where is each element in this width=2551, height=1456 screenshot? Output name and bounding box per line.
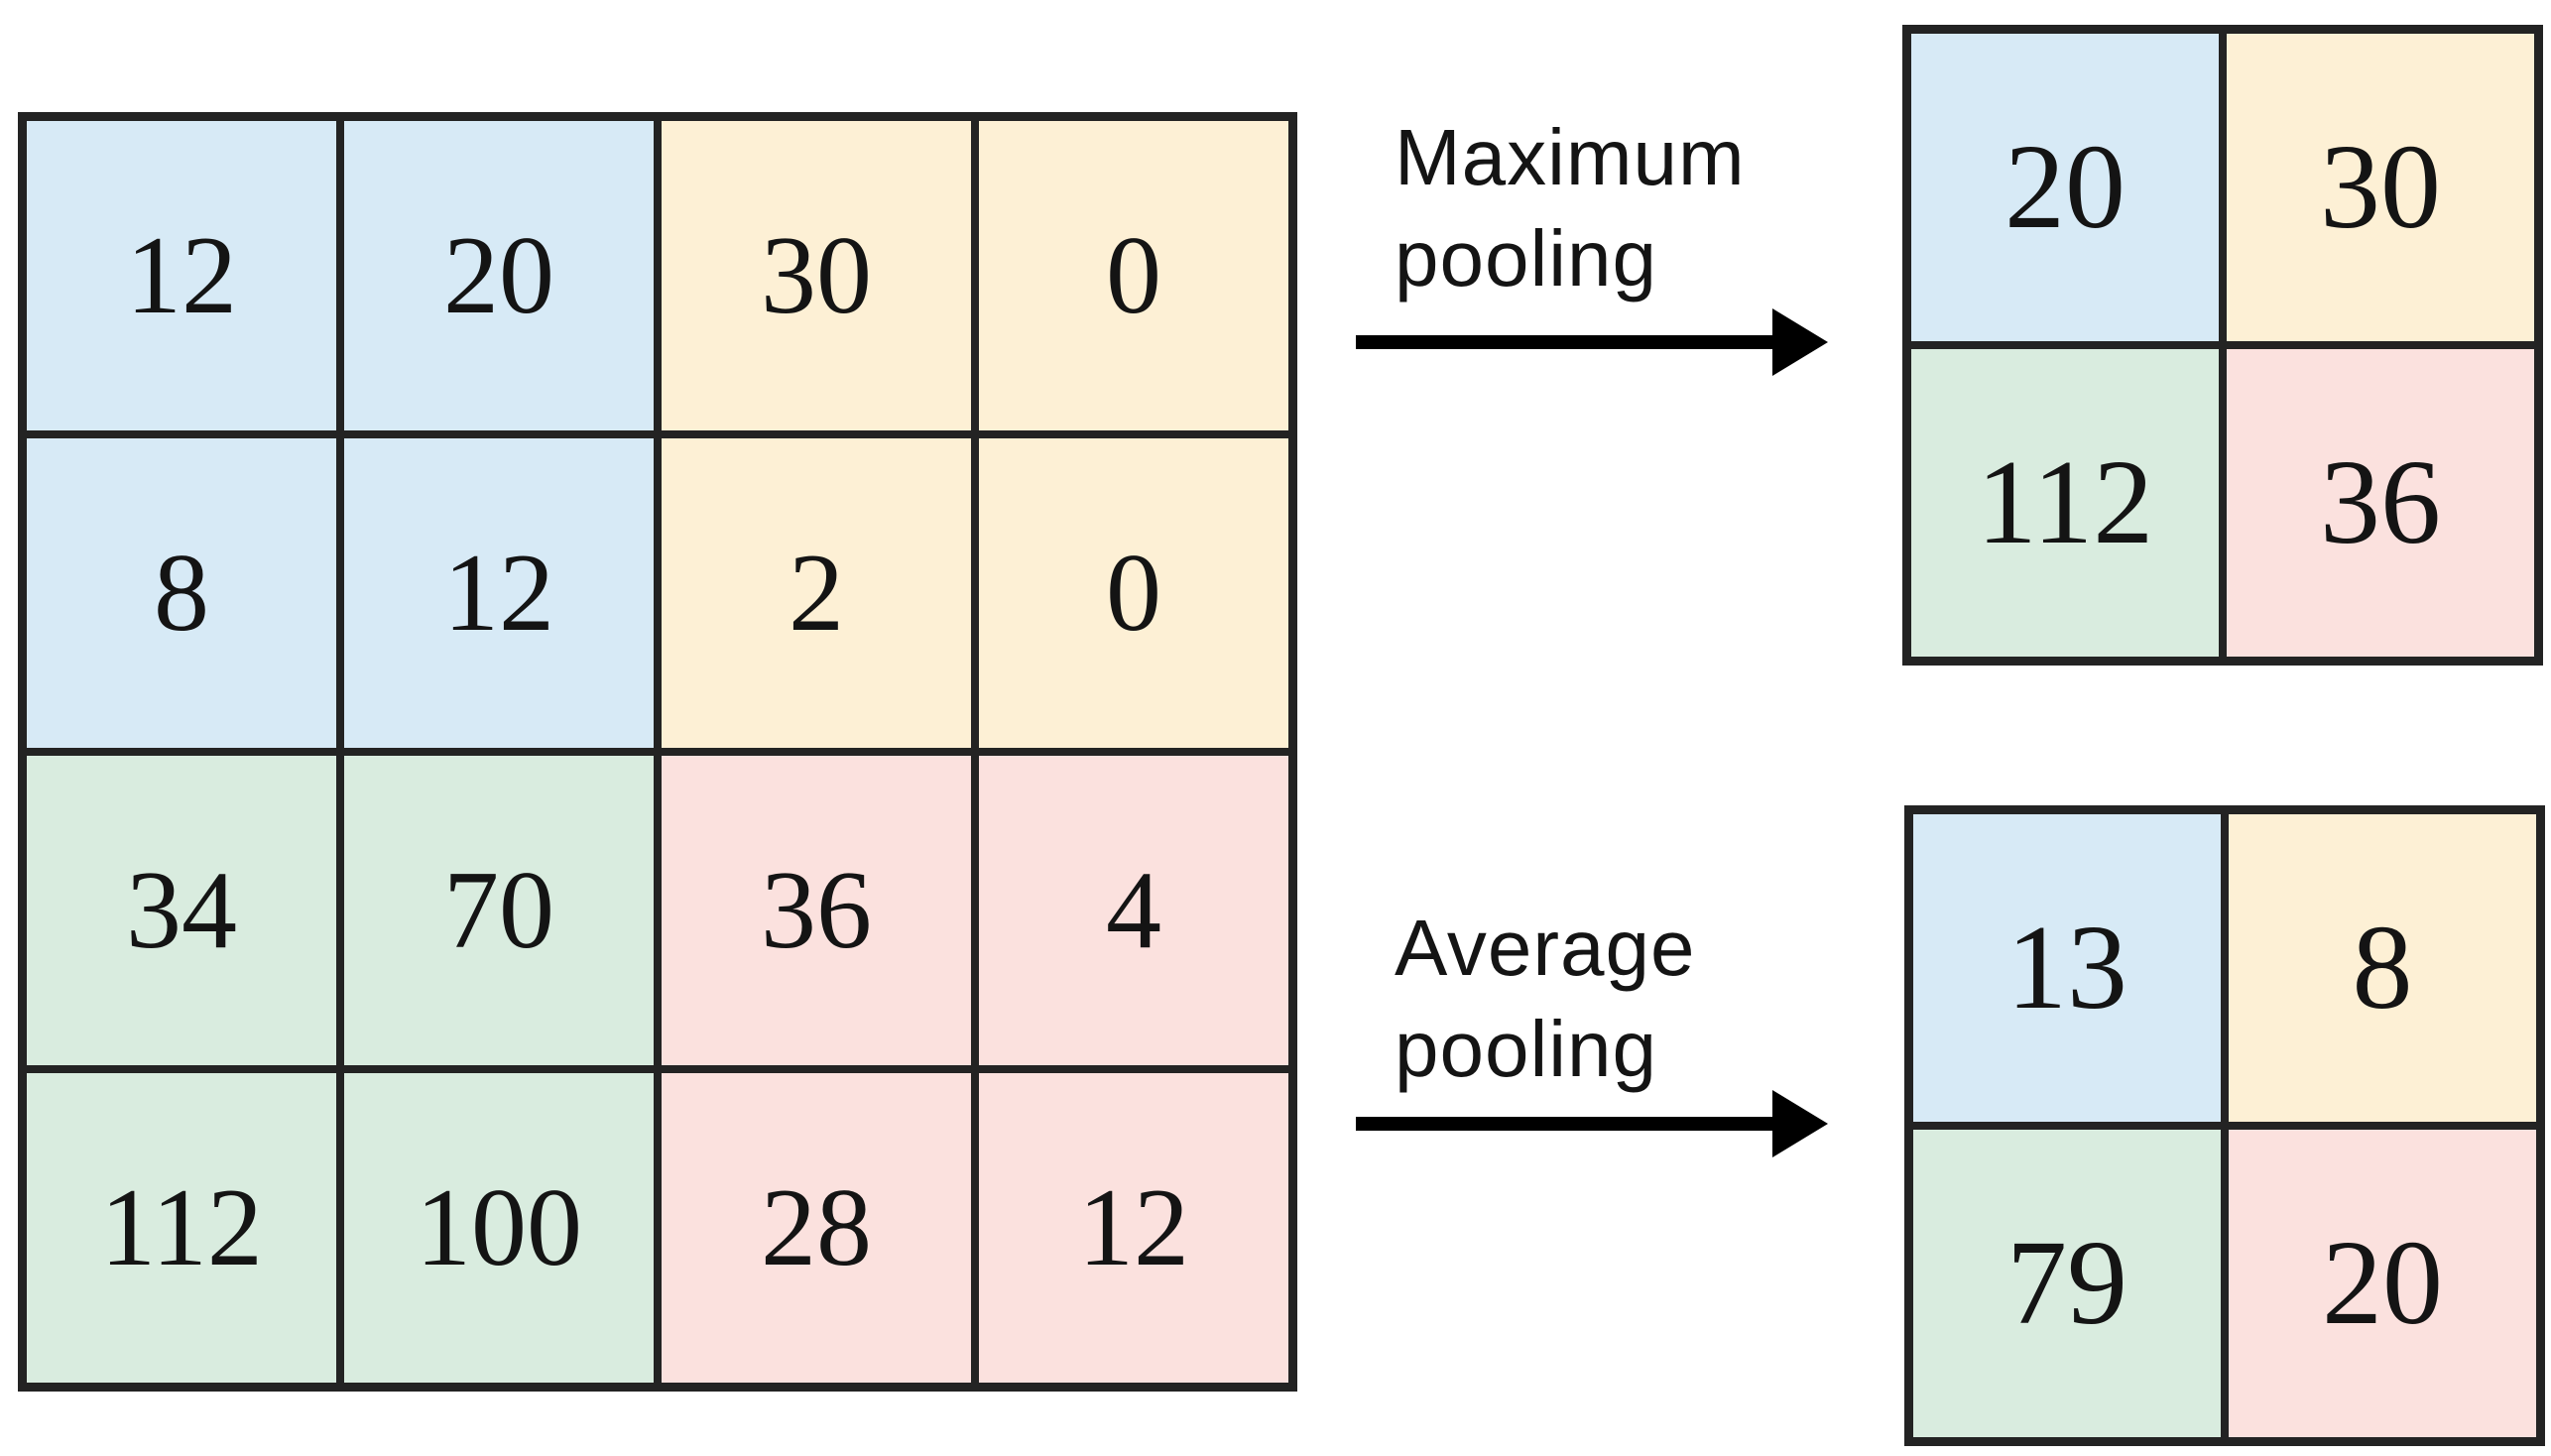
- right-arrow-icon: [1772, 308, 1828, 376]
- grid-cell: 30: [2223, 30, 2538, 345]
- grid-cell: 36: [658, 752, 975, 1069]
- grid-cell: 0: [975, 117, 1292, 434]
- grid-cell: 30: [658, 117, 975, 434]
- input-grid: 12 20 30 0 8 12 2 0 34 70 36 4 112 100 28 12: [18, 112, 1297, 1392]
- grid-cell: 34: [23, 752, 340, 1069]
- right-arrow-line: [1356, 335, 1772, 349]
- average-pooling-arrow: [1356, 1090, 1828, 1157]
- grid-cell: 8: [23, 434, 340, 752]
- max-pooling-label-line2: pooling: [1395, 214, 1658, 303]
- grid-cell: 0: [975, 434, 1292, 752]
- average-pooling-label: Average pooling: [1395, 898, 1696, 1100]
- max-pooling-arrow: [1356, 308, 1828, 376]
- right-arrow-icon: [1772, 1090, 1828, 1157]
- grid-cell: 79: [1909, 1126, 2225, 1441]
- average-pooling-result-grid: 13 8 79 20: [1904, 805, 2545, 1446]
- average-pooling-label-line2: pooling: [1395, 1005, 1658, 1093]
- max-pooling-label: Maximum pooling: [1395, 107, 1746, 309]
- grid-cell: 112: [1907, 345, 2223, 661]
- grid-cell: 8: [2225, 810, 2540, 1126]
- average-pooling-label-line1: Average: [1395, 904, 1696, 992]
- max-pooling-label-line1: Maximum: [1395, 113, 1746, 201]
- grid-cell: 20: [1907, 30, 2223, 345]
- grid-cell: 100: [340, 1069, 658, 1387]
- grid-cell: 20: [340, 117, 658, 434]
- grid-cell: 36: [2223, 345, 2538, 661]
- grid-cell: 28: [658, 1069, 975, 1387]
- grid-cell: 13: [1909, 810, 2225, 1126]
- right-arrow-line: [1356, 1117, 1772, 1131]
- grid-cell: 4: [975, 752, 1292, 1069]
- grid-cell: 20: [2225, 1126, 2540, 1441]
- grid-cell: 12: [975, 1069, 1292, 1387]
- grid-cell: 2: [658, 434, 975, 752]
- grid-cell: 70: [340, 752, 658, 1069]
- grid-cell: 12: [340, 434, 658, 752]
- grid-cell: 112: [23, 1069, 340, 1387]
- grid-cell: 12: [23, 117, 340, 434]
- max-pooling-result-grid: 20 30 112 36: [1902, 25, 2543, 666]
